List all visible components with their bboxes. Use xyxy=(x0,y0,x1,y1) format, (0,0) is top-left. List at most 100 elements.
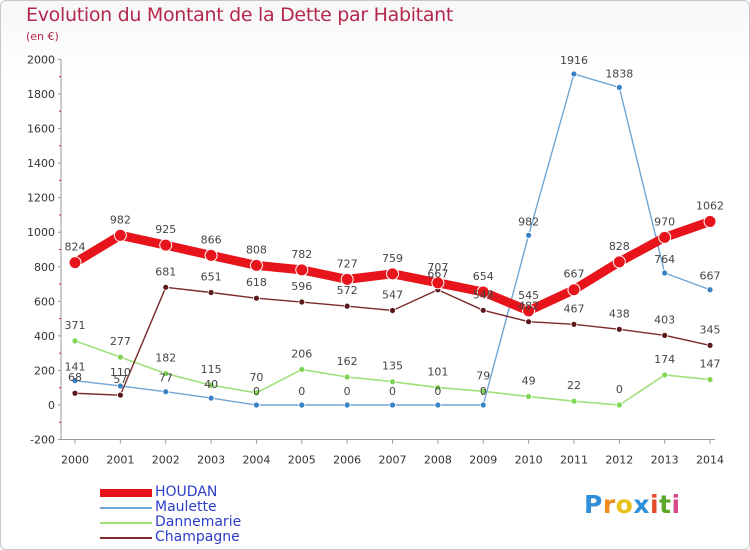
data-point-champagne xyxy=(253,294,260,302)
logo-letter: x xyxy=(633,490,650,519)
legend-label-dannemarie: Dannemarie xyxy=(155,514,242,530)
legend-label-maulette: Maulette xyxy=(155,499,217,515)
data-point-dannemarie xyxy=(116,353,124,361)
data-point-maulette xyxy=(525,231,532,239)
x-tick-label: 2013 xyxy=(651,454,679,467)
logo-letter: P xyxy=(584,490,603,519)
data-label-champagne: 596 xyxy=(291,280,312,293)
data-point-champagne xyxy=(389,307,396,314)
x-tick-label: 2002 xyxy=(152,454,180,467)
x-tick-label: 2004 xyxy=(242,454,270,467)
data-label-maulette: 77 xyxy=(159,372,173,385)
data-point-houdan xyxy=(431,276,445,290)
y-tick-label: 600 xyxy=(34,295,55,308)
data-label-dannemarie: 206 xyxy=(291,347,312,360)
data-label-dannemarie: 22 xyxy=(567,379,581,392)
logo-letter: i xyxy=(671,490,681,519)
data-label-champagne: 345 xyxy=(700,323,721,336)
data-point-houdan xyxy=(386,267,400,281)
data-point-champagne xyxy=(207,289,215,296)
data-point-maulette xyxy=(661,269,669,277)
y-tick-label: 1200 xyxy=(27,192,55,205)
data-point-champagne xyxy=(298,298,306,306)
y-tick-label: 1000 xyxy=(27,226,55,239)
data-label-champagne: 651 xyxy=(201,271,222,284)
data-point-houdan xyxy=(340,272,354,286)
y-tick-label: -200 xyxy=(30,434,55,447)
data-point-dannemarie xyxy=(343,373,351,381)
data-label-champagne: 667 xyxy=(427,268,448,281)
x-tick-label: 2001 xyxy=(106,454,134,467)
data-point-houdan xyxy=(567,283,581,297)
y-tick-label: 0 xyxy=(48,399,55,412)
data-label-dannemarie: 174 xyxy=(654,353,675,366)
data-point-houdan xyxy=(68,256,82,270)
data-label-maulette: 0 xyxy=(253,385,260,398)
data-point-champagne xyxy=(71,389,79,397)
data-point-maulette xyxy=(615,83,623,91)
data-label-dannemarie: 115 xyxy=(201,363,222,376)
data-label-houdan: 982 xyxy=(110,213,131,226)
y-tick-label: 200 xyxy=(34,364,55,377)
y-tick-label: 1600 xyxy=(27,123,55,136)
data-point-maulette xyxy=(162,388,170,396)
data-label-houdan: 782 xyxy=(291,248,312,261)
data-point-houdan xyxy=(159,238,173,252)
legend-label-champagne: Champagne xyxy=(155,529,240,545)
chart-title: Evolution du Montant de la Dette par Hab… xyxy=(26,4,454,26)
data-point-dannemarie xyxy=(389,378,396,386)
data-label-dannemarie: 49 xyxy=(522,375,536,388)
data-label-houdan: 759 xyxy=(382,252,403,265)
data-label-houdan: 545 xyxy=(518,289,539,302)
data-label-houdan: 667 xyxy=(563,268,584,281)
chart-subtitle: (en €) xyxy=(26,30,59,43)
data-label-dannemarie: 277 xyxy=(110,335,131,348)
logo-letter: r xyxy=(602,490,616,519)
data-point-houdan xyxy=(113,228,127,242)
data-point-maulette xyxy=(298,401,306,409)
data-point-maulette xyxy=(706,286,714,294)
data-label-maulette: 667 xyxy=(700,270,721,283)
data-label-dannemarie: 101 xyxy=(427,366,448,379)
data-label-maulette: 0 xyxy=(434,385,441,398)
legend-swatch-champagne xyxy=(100,537,152,539)
data-label-houdan: 824 xyxy=(65,241,86,254)
legend-swatch-houdan xyxy=(100,489,152,497)
x-tick-label: 2009 xyxy=(469,454,497,467)
data-point-dannemarie xyxy=(71,337,79,345)
proxiti-logo: Proxiti xyxy=(584,490,681,519)
data-label-champagne: 68 xyxy=(68,371,82,384)
data-label-maulette: 982 xyxy=(518,215,539,228)
data-point-houdan xyxy=(612,255,626,269)
data-label-houdan: 925 xyxy=(155,223,176,236)
data-point-champagne xyxy=(661,331,669,339)
data-point-maulette xyxy=(71,377,79,385)
data-point-houdan xyxy=(204,248,218,262)
data-point-champagne xyxy=(615,325,623,333)
data-label-maulette: 0 xyxy=(389,385,396,398)
data-point-houdan xyxy=(476,285,490,299)
x-tick-label: 2011 xyxy=(560,454,588,467)
data-label-dannemarie: 135 xyxy=(382,360,403,373)
data-point-dannemarie xyxy=(434,384,442,391)
data-point-dannemarie xyxy=(162,370,170,377)
data-label-champagne: 618 xyxy=(246,276,267,289)
x-tick-label: 2005 xyxy=(288,454,316,467)
data-label-maulette: 110 xyxy=(110,366,131,379)
data-label-maulette: 0 xyxy=(298,385,305,398)
data-point-dannemarie xyxy=(253,389,260,397)
y-tick-label: 400 xyxy=(34,330,55,343)
x-tick-label: 2003 xyxy=(197,454,225,467)
y-tick-label: 800 xyxy=(34,261,55,274)
data-point-champagne xyxy=(162,283,170,291)
data-label-dannemarie: 147 xyxy=(700,358,721,371)
data-label-champagne: 438 xyxy=(609,307,630,320)
data-point-dannemarie xyxy=(661,371,669,379)
logo-letter: i xyxy=(650,490,660,519)
data-label-dannemarie: 70 xyxy=(249,371,263,384)
x-tick-label: 2007 xyxy=(379,454,407,467)
data-label-maulette: 764 xyxy=(654,253,675,266)
data-point-champagne xyxy=(525,318,532,326)
data-label-maulette: 1838 xyxy=(605,67,633,80)
x-tick-label: 2014 xyxy=(696,454,724,467)
